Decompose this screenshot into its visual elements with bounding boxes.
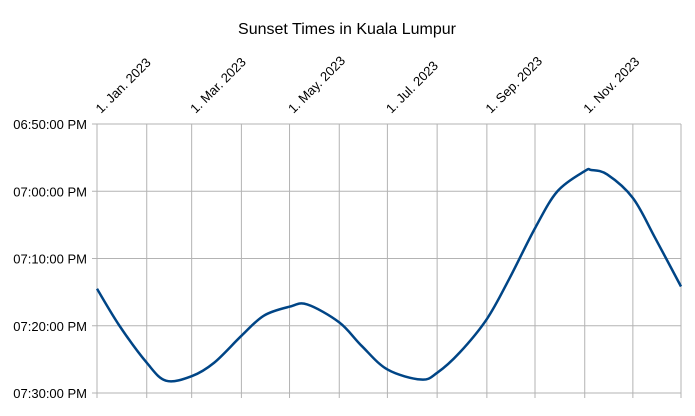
x-tick-label: 1. Sep. 2023 [482, 53, 545, 116]
x-tick-label: 1. Nov. 2023 [580, 54, 642, 116]
x-tick-label: 1. May. 2023 [285, 53, 348, 116]
gridlines [92, 123, 682, 398]
series-line-sunset [95, 167, 683, 383]
x-tick-label: 1. Mar. 2023 [187, 54, 249, 116]
x-axis: 1. Jan. 2023 1. Mar. 2023 1. May. 2023 1. J… [93, 53, 643, 116]
chart-title: Sunset Times in Kuala Lumpur [238, 21, 457, 38]
y-tick-label: 06:50:00 PM [13, 117, 87, 132]
x-tick-label: 1. Jan. 2023 [93, 55, 154, 116]
y-axis: 06:50:00 PM 07:00:00 PM 07:10:00 PM 07:20:0… [13, 117, 87, 401]
x-tick-label: 1. Jul. 2023 [383, 58, 441, 116]
y-tick-label: 07:20:00 PM [13, 319, 87, 334]
y-tick-label: 07:10:00 PM [13, 252, 87, 267]
y-tick-label: 07:00:00 PM [13, 184, 87, 199]
y-tick-label: 07:30:00 PM [13, 386, 87, 401]
